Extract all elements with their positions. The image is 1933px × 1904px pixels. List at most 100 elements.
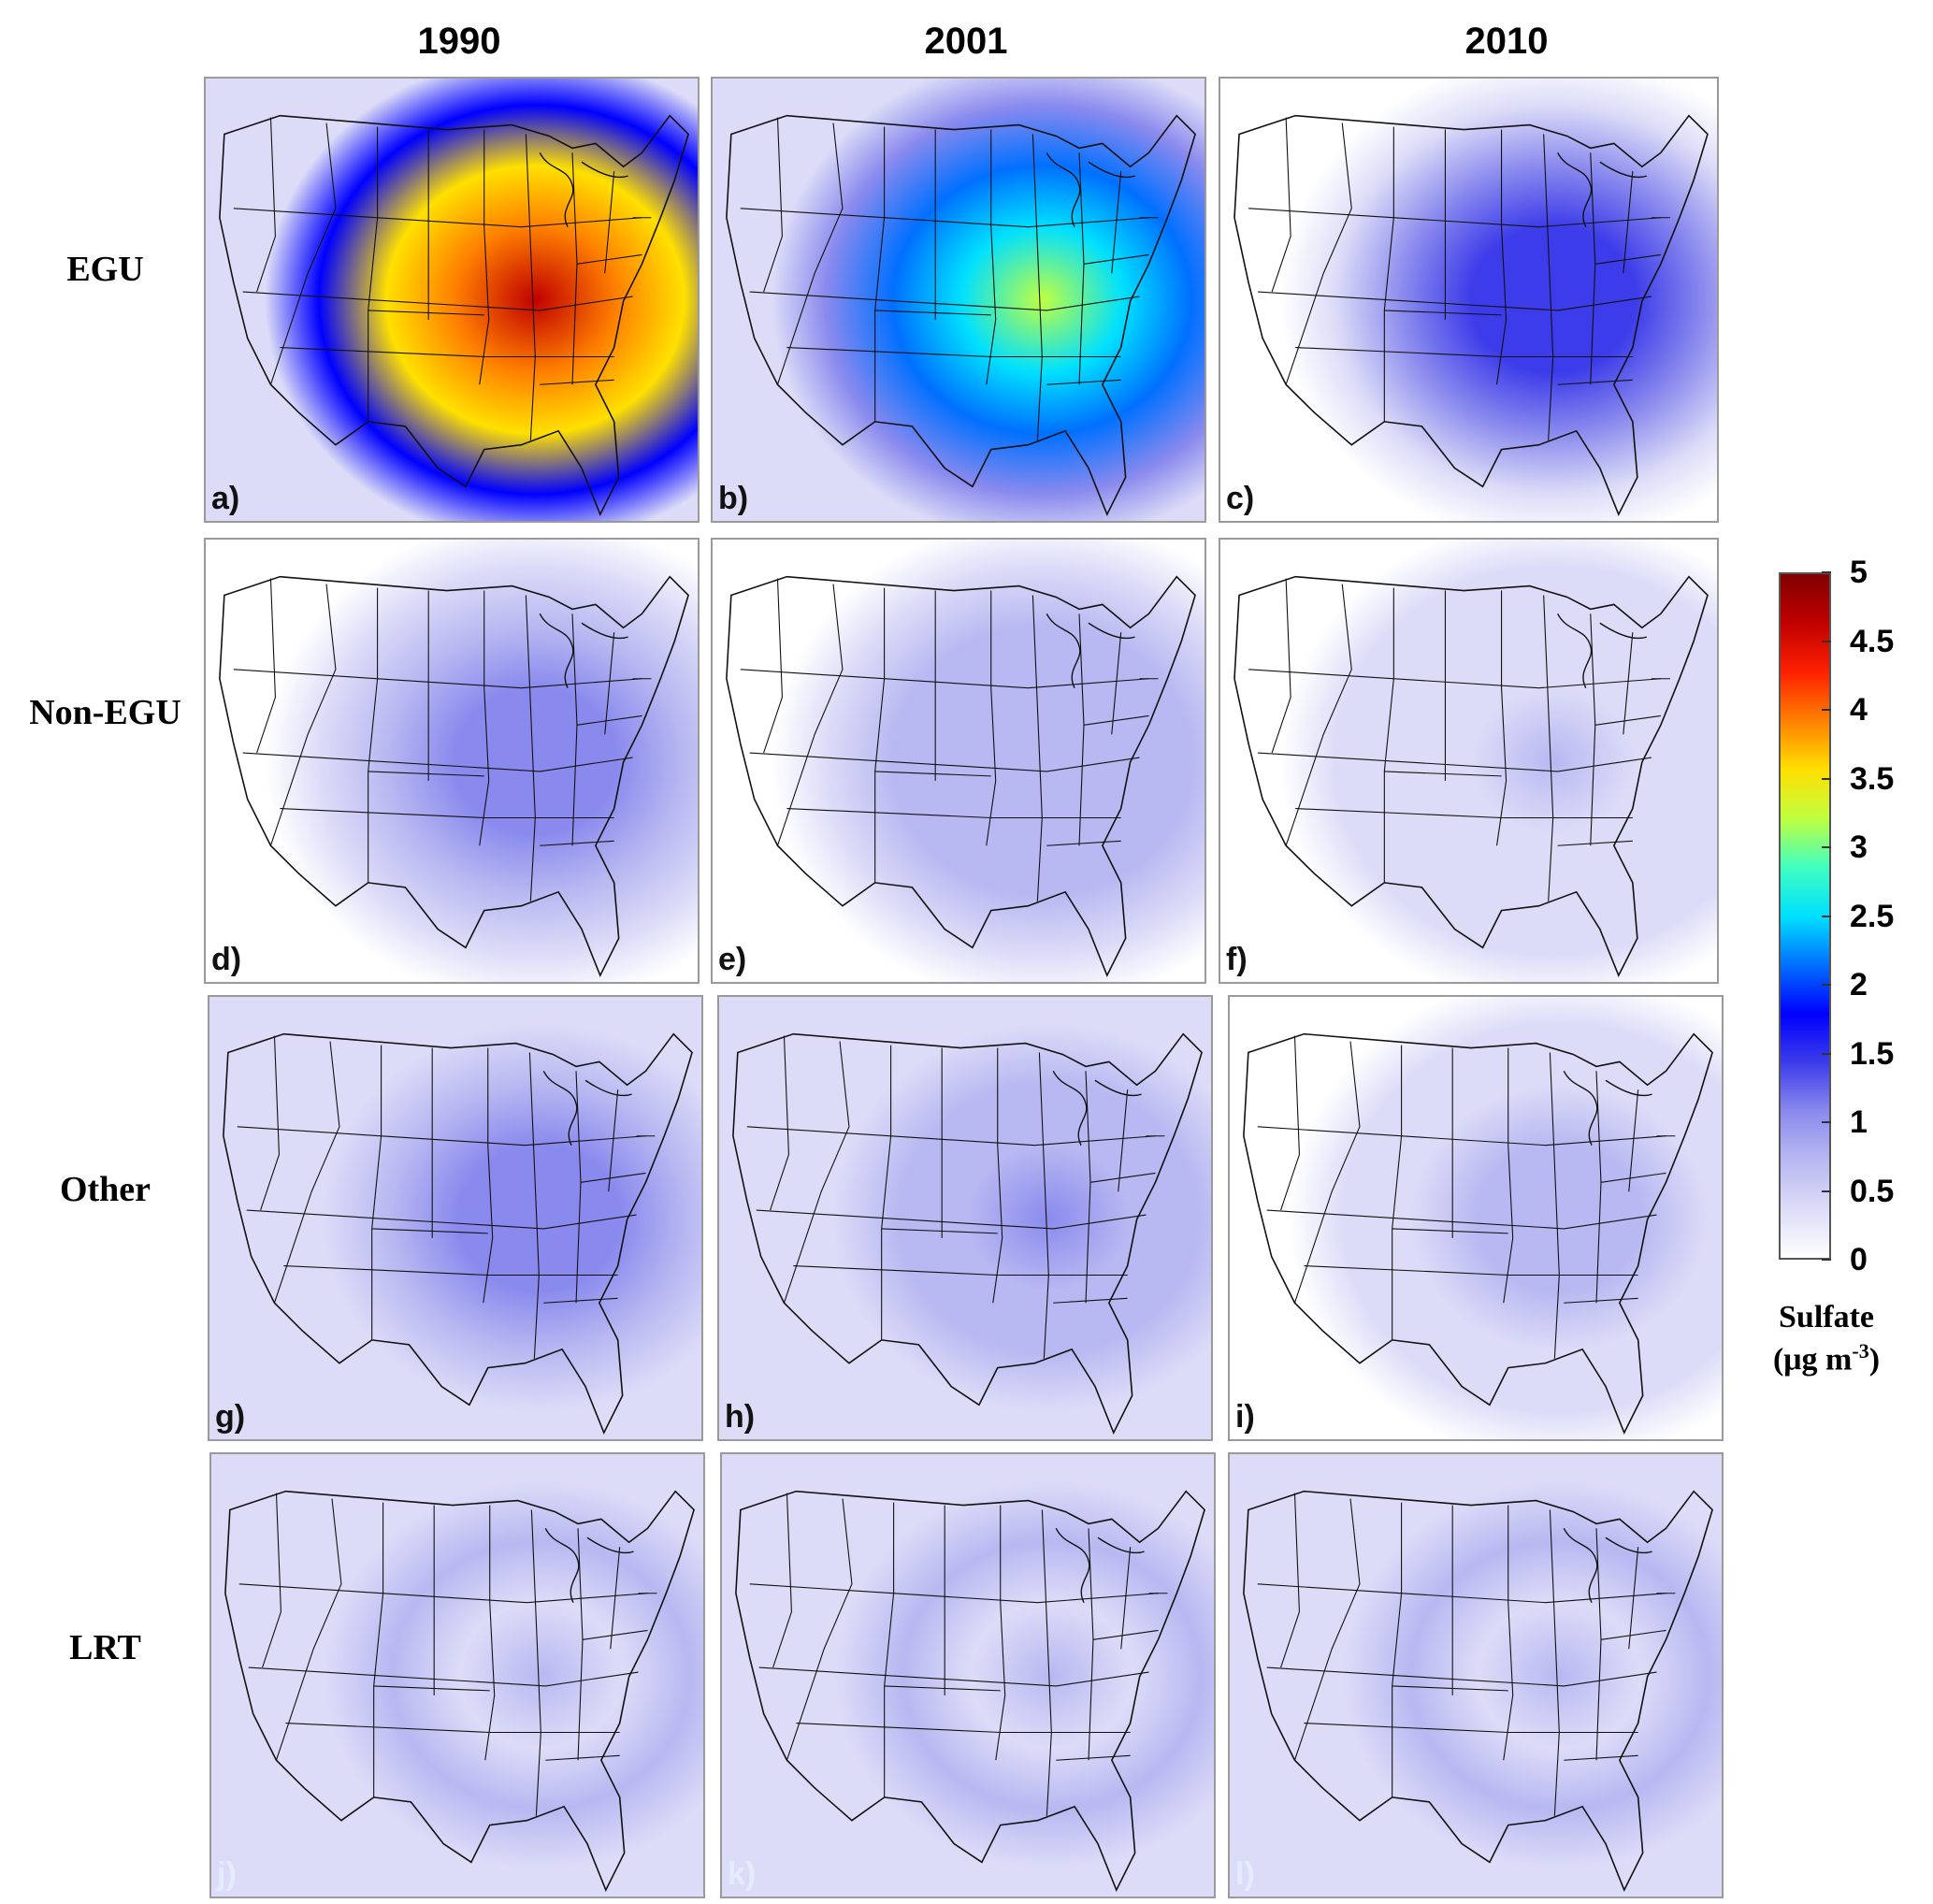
country-outline xyxy=(732,1032,1203,1435)
state-boundary xyxy=(986,590,997,846)
state-boundary xyxy=(1594,714,1661,726)
state-boundary xyxy=(740,208,1149,228)
country-outline xyxy=(1233,114,1709,516)
panel-letter: c) xyxy=(1226,481,1255,516)
great-lakes-outline xyxy=(1563,1071,1652,1146)
state-boundary xyxy=(373,1685,490,1692)
state-boundary xyxy=(1083,253,1149,265)
state-boundary xyxy=(992,1047,1003,1304)
state-boundary xyxy=(1271,117,1291,293)
state-boundary xyxy=(1056,1754,1131,1761)
state-boundary xyxy=(1543,595,1554,902)
state-boundary xyxy=(260,1035,280,1211)
state-boundary xyxy=(1046,840,1121,846)
state-boundary xyxy=(1258,291,1652,311)
state-boundary xyxy=(1295,347,1633,358)
country-outline xyxy=(1233,575,1709,977)
sulfate-map xyxy=(719,997,1211,1439)
state-boundary xyxy=(1088,1528,1094,1761)
colorbar-tick-label: 3 xyxy=(1850,829,1868,865)
sulfate-map xyxy=(1220,79,1717,521)
state-boundary xyxy=(1258,752,1652,772)
state-boundary xyxy=(1543,134,1554,440)
state-boundary xyxy=(783,1041,850,1304)
state-boundary xyxy=(1285,584,1352,846)
country-outline xyxy=(223,1032,693,1435)
great-lakes-outline xyxy=(1557,613,1648,688)
state-boundary xyxy=(479,590,490,846)
state-boundary xyxy=(1383,587,1394,883)
state-boundary xyxy=(995,1505,1006,1761)
panel-letter: f) xyxy=(1226,942,1248,977)
sulfate-map xyxy=(1230,997,1722,1439)
state-boundary xyxy=(580,1172,646,1183)
colorbar-tick-mark xyxy=(1822,1121,1831,1123)
state-boundary xyxy=(796,1723,1131,1734)
country-outline xyxy=(219,114,689,516)
sulfate-map xyxy=(209,997,701,1439)
colorbar-tick-label: 1 xyxy=(1850,1104,1868,1140)
state-boundary xyxy=(1111,171,1122,274)
row-label-non-egu: Non-EGU xyxy=(29,693,181,732)
sulfate-map xyxy=(1220,540,1717,982)
state-boundary xyxy=(610,1547,621,1650)
colorbar-tick-mark xyxy=(1822,640,1831,642)
state-boundary xyxy=(884,1685,1001,1692)
state-boundary xyxy=(1083,714,1149,726)
great-lakes-outline xyxy=(539,613,628,688)
state-boundary xyxy=(1257,1126,1666,1147)
great-lakes-outline xyxy=(1563,1528,1652,1603)
colorbar-tick-label: 4.5 xyxy=(1850,623,1895,659)
state-boundary xyxy=(756,1209,1147,1230)
colorbar-tick-label: 0.5 xyxy=(1850,1173,1895,1209)
sulfate-map xyxy=(713,540,1205,982)
state-boundary xyxy=(793,1265,1128,1277)
colorbar-tick-label: 2 xyxy=(1850,967,1868,1002)
state-boundary xyxy=(275,1498,342,1761)
country-outline xyxy=(1243,1490,1713,1892)
sulfate-map xyxy=(211,1454,703,1897)
panel-letter: h) xyxy=(725,1399,756,1435)
state-boundary xyxy=(1628,1089,1639,1192)
state-boundary xyxy=(575,1071,582,1304)
state-boundary xyxy=(283,1265,618,1277)
state-boundary xyxy=(525,134,536,440)
state-boundary xyxy=(1384,771,1502,777)
panel-letter: j) xyxy=(217,1856,237,1892)
state-boundary xyxy=(1549,1509,1560,1816)
state-boundary xyxy=(1046,379,1121,385)
state-boundary xyxy=(749,752,1140,772)
state-boundary xyxy=(1392,1045,1403,1340)
state-boundary xyxy=(371,1045,382,1340)
state-boundary xyxy=(776,123,844,385)
colorbar-tick-label: 3.5 xyxy=(1850,760,1895,797)
state-boundary xyxy=(604,171,615,274)
state-boundary xyxy=(540,840,614,846)
state-boundary xyxy=(763,117,783,293)
state-boundary xyxy=(576,714,642,726)
state-boundary xyxy=(1085,1071,1091,1304)
state-boundary xyxy=(1595,1071,1602,1304)
sulfate-map xyxy=(206,540,698,982)
state-boundary xyxy=(881,1045,892,1340)
state-boundary xyxy=(786,1498,853,1761)
map-panel-lrt-2001: k) xyxy=(720,1452,1216,1898)
sulfate-map xyxy=(1230,1454,1722,1897)
sulfate-map xyxy=(713,79,1205,521)
state-boundary xyxy=(986,129,997,385)
great-lakes-outline xyxy=(1046,152,1135,227)
state-boundary xyxy=(1285,123,1352,385)
state-boundary xyxy=(1293,1498,1361,1761)
country-outline xyxy=(1243,1032,1713,1435)
state-boundary xyxy=(1600,1629,1666,1640)
colorbar-tick-mark xyxy=(1822,709,1831,711)
state-boundary xyxy=(1266,1666,1657,1687)
state-boundary xyxy=(1271,578,1291,754)
state-boundary xyxy=(233,669,642,689)
row-label-lrt: LRT xyxy=(69,1628,141,1667)
column-title-2010: 2010 xyxy=(1464,21,1549,62)
column-title-1990: 1990 xyxy=(417,21,501,62)
column-title-2001: 2001 xyxy=(924,21,1008,62)
state-boundary xyxy=(571,613,578,846)
panel-letter: a) xyxy=(211,481,240,516)
